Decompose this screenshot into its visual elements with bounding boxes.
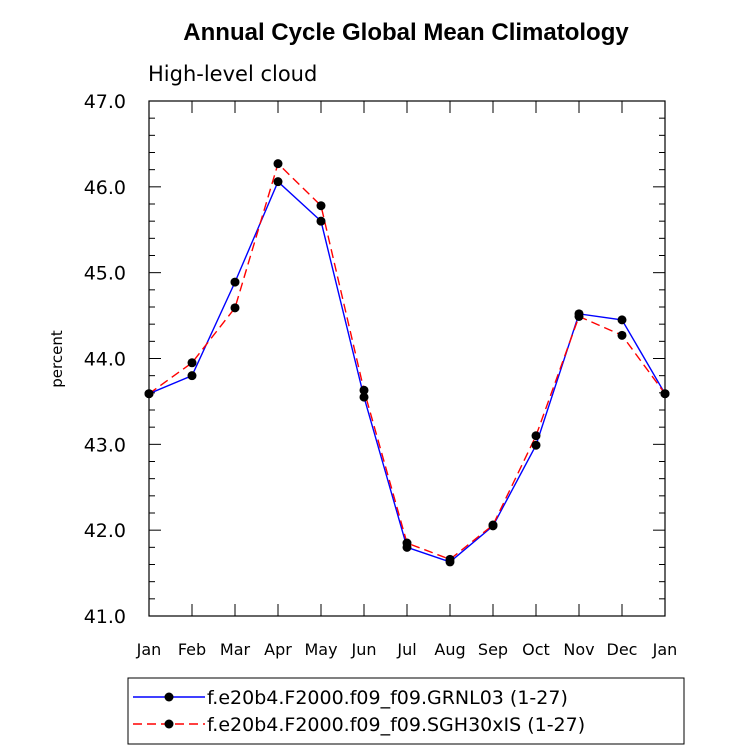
series-2-point bbox=[617, 330, 627, 340]
x-tick-label: May bbox=[304, 640, 337, 659]
series-1-point bbox=[187, 371, 197, 381]
y-tick-label: 45.0 bbox=[84, 263, 126, 285]
x-tick-label: Dec bbox=[607, 640, 638, 659]
x-tick-label: Mar bbox=[220, 640, 251, 659]
chart-title: Annual Cycle Global Mean Climatology bbox=[183, 19, 629, 46]
chart-subtitle: High-level cloud bbox=[148, 62, 317, 86]
y-tick-label: 47.0 bbox=[84, 91, 126, 113]
series-group bbox=[144, 159, 670, 567]
x-tick-label: Feb bbox=[178, 640, 206, 659]
y-tick-label: 46.0 bbox=[84, 177, 126, 199]
legend-marker-1 bbox=[164, 692, 174, 702]
series-2-point bbox=[316, 201, 326, 211]
series-2-point bbox=[574, 311, 584, 321]
series-line-2 bbox=[148, 162, 666, 561]
x-tick-label: Nov bbox=[563, 640, 594, 659]
series-2-point bbox=[359, 385, 369, 395]
legend-box bbox=[127, 677, 685, 745]
series-2-point bbox=[531, 431, 541, 441]
x-tick-label: Jan bbox=[652, 640, 678, 659]
legend-label-1: f.e20b4.F2000.f09_f09.GRNL03 (1-27) bbox=[207, 687, 568, 709]
y-axis-label: percent bbox=[48, 330, 66, 388]
y-tick-label: 44.0 bbox=[84, 349, 126, 371]
y-tick-labels: 41.0 42.0 43.0 44.0 45.0 46.0 47.0 bbox=[84, 91, 126, 628]
series-2-point bbox=[488, 520, 498, 530]
series-1-point bbox=[273, 177, 283, 187]
y-tick-label: 42.0 bbox=[84, 520, 126, 542]
legend: f.e20b4.F2000.f09_f09.GRNL03 (1-27) f.e20… bbox=[127, 677, 685, 745]
x-tick-label: Jul bbox=[396, 640, 416, 659]
x-tick-label: Apr bbox=[264, 640, 292, 659]
legend-marker-2 bbox=[164, 719, 174, 729]
series-2-point bbox=[187, 358, 197, 368]
series-1-point bbox=[617, 315, 627, 325]
series-2-point bbox=[402, 538, 412, 548]
y-tick-label: 41.0 bbox=[84, 606, 126, 628]
series-line-1 bbox=[148, 180, 666, 563]
series-1-point bbox=[359, 392, 369, 402]
x-tick-label: Sep bbox=[478, 640, 508, 659]
y-tick-label: 43.0 bbox=[84, 434, 126, 456]
x-tick-label: Aug bbox=[434, 640, 465, 659]
series-2-point bbox=[445, 554, 455, 564]
x-tick-label: Jan bbox=[136, 640, 162, 659]
series-1-point bbox=[230, 277, 240, 287]
x-tick-label: Jun bbox=[351, 640, 377, 659]
x-tick-labels: Jan Feb Mar Apr May Jun Jul Aug Sep Oct Nov Dec Jan bbox=[136, 640, 678, 659]
legend-label-2: f.e20b4.F2000.f09_f09.SGH30xIS (1-27) bbox=[207, 714, 585, 736]
series-1-point bbox=[316, 216, 326, 226]
series-2-point bbox=[273, 159, 283, 169]
plot-frame bbox=[148, 100, 666, 617]
series-1-point bbox=[531, 440, 541, 450]
x-tick-label: Oct bbox=[522, 640, 550, 659]
series-2-point bbox=[230, 303, 240, 313]
